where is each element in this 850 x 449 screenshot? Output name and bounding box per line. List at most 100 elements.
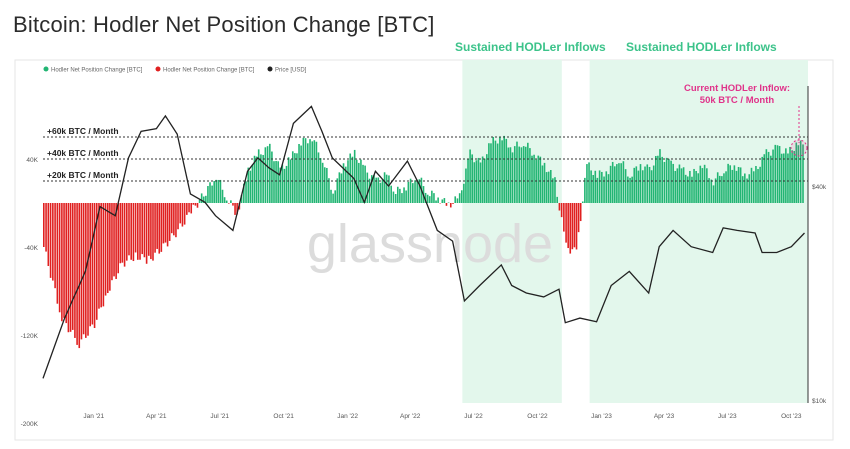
bar: [91, 203, 94, 325]
bar: [655, 156, 657, 203]
bar: [545, 172, 548, 203]
bar: [445, 203, 448, 206]
band-label-1: Sustained HODLer Inflows: [455, 40, 606, 54]
x-tick: Jul '23: [718, 413, 737, 420]
bar: [162, 203, 165, 244]
bar: [739, 167, 742, 203]
bar: [117, 203, 120, 274]
bar: [567, 203, 569, 249]
bar: [746, 178, 748, 203]
bar: [661, 156, 663, 203]
x-tick: Apr '23: [654, 413, 675, 420]
bar: [234, 203, 236, 215]
x-tick: Jan '21: [83, 413, 104, 420]
bar: [304, 138, 307, 203]
bar: [388, 175, 390, 203]
bar: [469, 149, 471, 203]
bar: [511, 152, 514, 203]
bar: [317, 152, 320, 203]
x-tick: Jan '22: [337, 413, 358, 420]
bar: [449, 203, 452, 208]
bar: [130, 203, 132, 260]
bar: [452, 203, 454, 204]
bar: [744, 173, 746, 203]
bar: [499, 136, 501, 203]
bar: [364, 165, 366, 203]
bar: [98, 203, 100, 309]
bar: [300, 145, 302, 203]
bar: [181, 203, 184, 227]
bar: [596, 177, 599, 203]
bar: [494, 140, 497, 203]
bar: [706, 168, 708, 203]
bar: [338, 172, 341, 203]
bar: [58, 203, 61, 313]
price-line: [42, 105, 805, 379]
bar: [128, 203, 130, 256]
bar: [334, 190, 336, 203]
bar: [770, 155, 772, 203]
bar: [522, 146, 525, 203]
bar: [456, 198, 459, 203]
bar: [344, 166, 347, 203]
bar: [269, 143, 271, 203]
bar: [150, 203, 152, 260]
bar: [102, 203, 105, 307]
shaded-region-1: [462, 60, 562, 403]
bar: [584, 177, 586, 203]
bar: [627, 176, 629, 203]
bar: [63, 203, 65, 318]
annotation-line-1: Current HODLer Inflow:: [684, 83, 790, 94]
bar: [71, 203, 74, 330]
legend-marker-2: [155, 66, 161, 72]
bar: [78, 203, 81, 349]
bar: [95, 203, 98, 320]
reference-label-3: +20k BTC / Month: [47, 170, 119, 180]
bar: [575, 203, 578, 250]
bar: [296, 153, 298, 203]
bar: [733, 165, 736, 203]
bar: [347, 160, 349, 203]
bar: [328, 178, 330, 203]
reference-label-2: +40k BTC / Month: [47, 148, 119, 158]
bar: [353, 149, 356, 203]
bar: [443, 198, 446, 203]
bar: [435, 200, 437, 203]
bar: [735, 170, 738, 203]
bar: [93, 203, 96, 329]
bar: [100, 203, 102, 308]
bar: [251, 164, 254, 203]
bar: [321, 162, 324, 203]
bar: [405, 190, 407, 203]
bar: [145, 203, 148, 264]
bar: [605, 171, 608, 203]
bar: [727, 163, 729, 203]
bar: [797, 145, 800, 203]
bar: [65, 203, 68, 324]
bar: [156, 203, 158, 249]
bar: [652, 165, 655, 203]
bar: [143, 203, 146, 258]
bar: [260, 154, 262, 203]
bar: [458, 193, 461, 203]
bar: [230, 200, 232, 203]
bar: [166, 203, 169, 247]
bar: [368, 178, 371, 203]
plot-frame: [14, 59, 834, 441]
bar: [298, 143, 300, 203]
bar: [782, 153, 785, 203]
bar: [721, 176, 723, 203]
bar: [616, 164, 618, 203]
bar: [154, 203, 156, 253]
bar: [697, 173, 700, 203]
bar: [412, 183, 414, 203]
bar: [49, 203, 52, 278]
bar: [277, 161, 279, 203]
bar: [264, 147, 267, 203]
x-tick: Jan '23: [591, 413, 612, 420]
bar: [541, 165, 544, 203]
bar: [524, 146, 527, 203]
bar: [631, 176, 633, 203]
bar: [134, 203, 137, 253]
